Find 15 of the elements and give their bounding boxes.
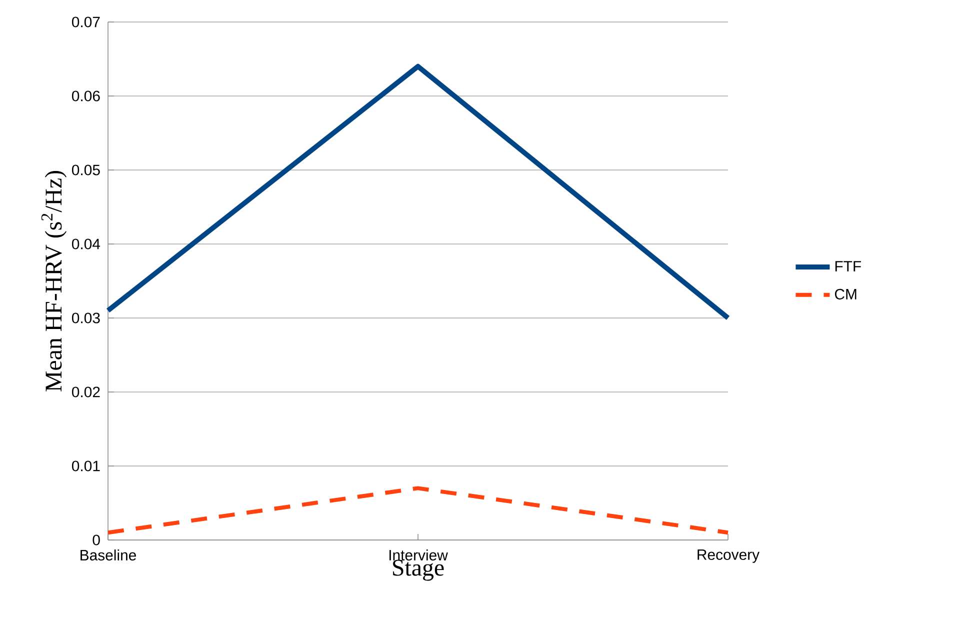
y-tick-label: 0.02 <box>72 386 100 398</box>
x-tick-label: Recovery <box>698 550 760 563</box>
x-tick-label: Baseline <box>80 550 136 560</box>
x-tick-label: Interview <box>389 550 448 560</box>
y-tick-label: 0.01 <box>72 460 100 472</box>
y-tick-label: 0.04 <box>72 238 100 250</box>
y-tick-label: 0.03 <box>72 312 100 324</box>
y-tick-label: 0.07 <box>72 16 100 28</box>
y-tick-label: 0.06 <box>72 90 100 102</box>
y-tick-label: 0.05 <box>72 164 100 176</box>
legend-label: CM <box>834 288 856 300</box>
y-axis-title: Mean HF-HRV (s$^{2}$/Hz) <box>41 170 67 392</box>
x-axis-title: Stage <box>393 560 444 581</box>
y-tick-label: 0 <box>92 534 100 546</box>
legend-label: FTF <box>835 261 862 272</box>
